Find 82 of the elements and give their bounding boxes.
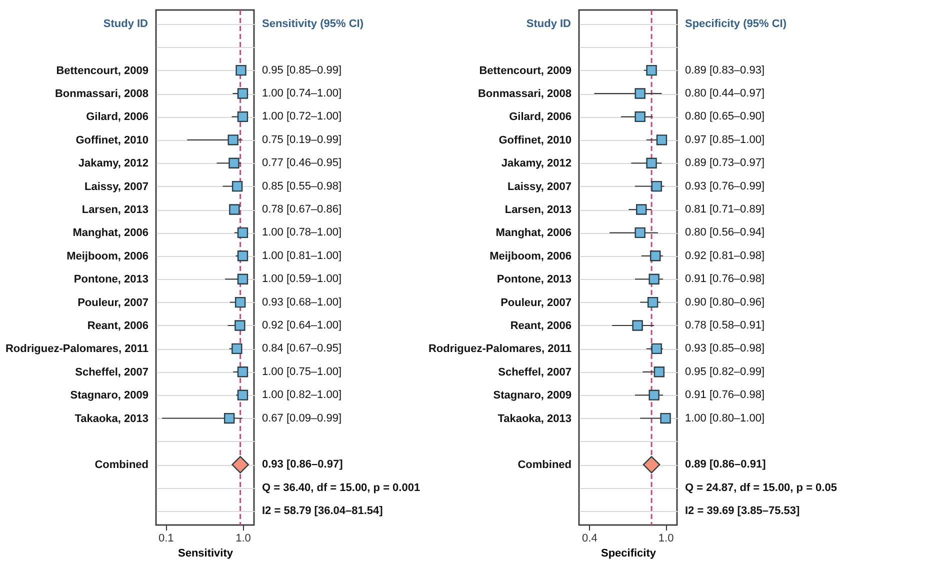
data-label: 1.00 [0.75–1.00] (262, 366, 342, 378)
y-tick-label: Rodriguez-Palomares, 2011 (428, 343, 572, 356)
y-tick-label: Pouleur, 2007 (78, 296, 148, 309)
x-axis-title: Specificity (600, 548, 657, 560)
data-label: 1.00 [0.74–1.00] (262, 88, 342, 100)
y-tick-label: Manghat, 2006 (496, 227, 572, 240)
text: Q = 36.40, df = 15.00, p = 0.001 (262, 482, 420, 494)
data-label: 0.67 [0.09–0.99] (262, 412, 342, 424)
y-tick-label: Pouleur, 2007 (500, 296, 572, 309)
data-label: 0.89 [0.83–0.93] (685, 64, 765, 76)
data-label: 0.90 [0.80–0.96] (685, 296, 765, 308)
x-axis-title: Sensitivity (178, 548, 234, 560)
y-tick-label: Manghat, 2006 (72, 227, 148, 240)
data-label: 1.00 [0.59–1.00] (262, 273, 342, 286)
text: Q = 24.87, df = 15.00, p = 0.05 (685, 482, 837, 494)
data-label: 0.78 [0.67–0.86] (262, 204, 342, 216)
data-label: 0.93 [0.68–1.00] (262, 296, 342, 308)
y-tick-label: Scheffel, 2007 (75, 366, 148, 378)
data-label: 0.91 [0.76–0.98] (685, 389, 765, 402)
y-tick-label: Pontone, 2013 (496, 274, 572, 286)
y-tick-label: Combined (518, 459, 572, 472)
data-label: 0.93 [0.76–0.99] (685, 180, 765, 192)
data-label: 0.80 [0.65–0.90] (685, 110, 765, 123)
y-tick-label: Stagnaro, 2009 (493, 390, 572, 402)
y-tick-label: Bettencourt, 2009 (56, 64, 148, 77)
y-tick-label: Reant, 2006 (87, 320, 148, 332)
data-label: 0.77 [0.46–0.95] (262, 157, 342, 170)
data-label: 0.75 [0.19–0.99] (262, 134, 342, 146)
y-axis-title: Study ID (103, 18, 148, 30)
text: I2 = 58.79 [36.04–81.54] (262, 505, 384, 518)
data-label: 0.97 [0.85–1.00] (685, 134, 765, 146)
y-tick-label: Bonmassari, 2008 (54, 88, 148, 100)
y-tick-label: Bettencourt, 2009 (479, 64, 572, 77)
y-tick-label: Bonmassari, 2008 (478, 88, 572, 100)
x-tick-label: 0.1 (158, 532, 174, 544)
y-tick-label: Gilard, 2006 (86, 111, 148, 124)
y-tick-label: Gilard, 2006 (509, 111, 572, 124)
data-label: 0.85 [0.55–0.98] (262, 180, 342, 192)
data-label: 0.95 [0.85–0.99] (262, 64, 342, 76)
y-tick-label: Meijboom, 2006 (66, 250, 148, 262)
x-tick-label: 0.4 (582, 532, 598, 544)
data-label: 0.93 [0.85–0.98] (685, 342, 765, 355)
data-label: 1.00 [0.82–1.00] (262, 389, 342, 402)
y-tick-label: Meijboom, 2006 (490, 250, 572, 262)
y-tick-label: Scheffel, 2007 (498, 366, 572, 378)
data-label: 0.93 [0.86–0.97] (262, 458, 344, 471)
y-tick-label: Goffinet, 2010 (76, 134, 148, 146)
y-axis-title: Study ID (526, 18, 572, 30)
data-label: 0.80 [0.56–0.94] (685, 226, 765, 239)
y-tick-label: Stagnaro, 2009 (70, 390, 148, 402)
y-tick-label: Takaoka, 2013 (74, 412, 148, 425)
x-tick-label: 1.0 (658, 532, 674, 544)
y-tick-label: Larsen, 2013 (82, 204, 148, 216)
data-label: 1.00 [0.80–1.00] (685, 412, 765, 424)
y-tick-label: Larsen, 2013 (504, 204, 572, 216)
data-label: 0.91 [0.76–0.98] (685, 273, 765, 286)
text: I2 = 39.69 [3.85–75.53] (685, 505, 800, 518)
x-tick-label: 1.0 (236, 532, 251, 544)
y-tick-label: Jakamy, 2012 (78, 158, 148, 170)
y-tick-label: Combined (94, 459, 148, 472)
y-tick-label: Jakamy, 2012 (501, 158, 572, 170)
data-label: 0.95 [0.82–0.99] (685, 366, 765, 378)
data-label: 0.78 [0.58–0.91] (685, 319, 765, 332)
data-label: 0.89 [0.86–0.91] (685, 458, 766, 471)
data-label: 0.80 [0.44–0.97] (685, 88, 765, 100)
data-label: 0.84 [0.67–0.95] (262, 342, 342, 355)
y-tick-label: Laissy, 2007 (507, 180, 572, 193)
data-label: 1.00 [0.81–1.00] (262, 250, 342, 262)
data-label: 1.00 [0.78–1.00] (262, 226, 342, 239)
data-label: 0.89 [0.73–0.97] (685, 157, 765, 170)
y-tick-label: Pontone, 2013 (74, 274, 148, 286)
text: Specificity (95% CI) (685, 18, 787, 30)
data-label: 0.92 [0.64–1.00] (262, 319, 342, 332)
data-label: 0.81 [0.71–0.89] (685, 204, 765, 216)
text: Sensitivity (95% CI) (262, 18, 364, 30)
y-tick-label: Rodriguez-Palomares, 2011 (5, 343, 148, 356)
data-label: 0.92 [0.81–0.98] (685, 250, 765, 262)
data-label: 1.00 [0.72–1.00] (262, 110, 342, 123)
y-tick-label: Takaoka, 2013 (498, 412, 572, 425)
y-tick-label: Laissy, 2007 (84, 180, 148, 193)
y-tick-label: Reant, 2006 (510, 320, 572, 332)
y-tick-label: Goffinet, 2010 (498, 134, 572, 146)
